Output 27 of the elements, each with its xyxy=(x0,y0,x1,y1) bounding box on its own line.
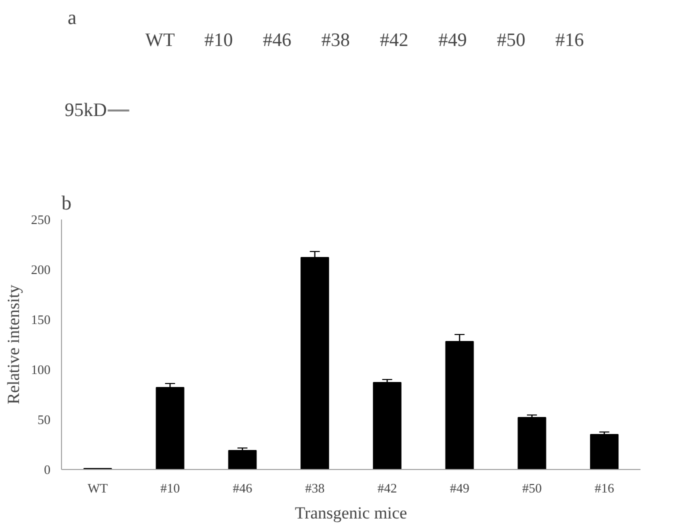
category-label: #38 xyxy=(321,30,350,51)
category-label: #46 xyxy=(262,30,292,51)
y-tick-label: 50 xyxy=(38,412,50,427)
category-label: #49 xyxy=(438,30,467,51)
y-axis-title: Relative intensity xyxy=(4,284,23,404)
y-tick-label: 0 xyxy=(44,462,50,477)
category-label: #16 xyxy=(555,30,584,51)
text: 95kD xyxy=(64,100,107,121)
y-tick-label: 200 xyxy=(31,262,50,277)
x-tick-label: #46 xyxy=(232,480,253,496)
x-tick-label: #10 xyxy=(160,480,180,496)
x-tick-label: WT xyxy=(88,480,108,496)
x-axis-title: Transgenic mice xyxy=(294,504,408,522)
category-label: #10 xyxy=(204,30,233,51)
text: a xyxy=(68,6,77,29)
x-tick-label: #50 xyxy=(522,480,542,496)
category-label: #42 xyxy=(380,30,408,51)
x-tick-label: #38 xyxy=(305,480,325,496)
y-tick-label: 150 xyxy=(31,312,50,327)
x-tick-label: #49 xyxy=(450,480,470,496)
x-tick-label: #42 xyxy=(377,480,397,496)
y-tick-label: 250 xyxy=(31,212,50,227)
category-label: #50 xyxy=(496,30,526,51)
category-label: WT xyxy=(145,30,176,51)
y-tick-label: 100 xyxy=(31,362,50,377)
chart-title: b xyxy=(62,192,72,214)
x-tick-label: #16 xyxy=(594,480,615,496)
